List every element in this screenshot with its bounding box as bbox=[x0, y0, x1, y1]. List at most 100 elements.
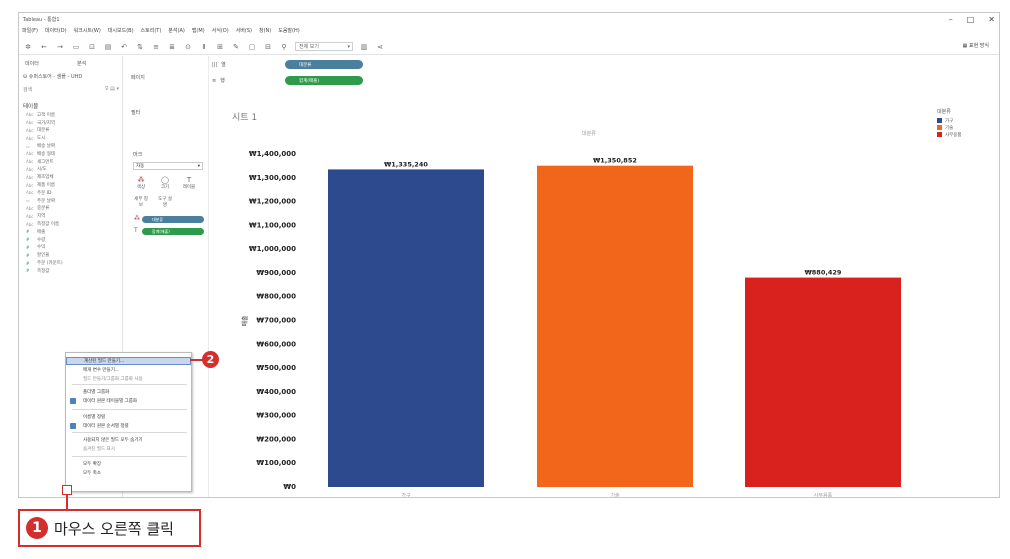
field-item[interactable]: # 매출 bbox=[23, 228, 121, 236]
color-legend: 대분류 가구 기술 사무용품 bbox=[937, 108, 987, 138]
bar[interactable] bbox=[328, 169, 484, 487]
context-menu-item[interactable]: 매개 변수 만들기... bbox=[66, 366, 191, 374]
fix-axes-icon[interactable]: ⊞ bbox=[217, 42, 223, 51]
context-menu-item[interactable]: 이름별 정렬 bbox=[66, 413, 191, 421]
field-name: 매출 bbox=[37, 229, 46, 235]
field-item[interactable]: Abc 지역 bbox=[23, 212, 121, 220]
rows-pill[interactable]: 합계(매출) bbox=[285, 76, 363, 85]
label-pill[interactable]: 합계(매출) bbox=[142, 228, 204, 235]
menu-item[interactable]: 서버(S) bbox=[235, 28, 252, 34]
fit-combo[interactable]: 전체 보기 ▾ bbox=[295, 42, 353, 51]
close-icon[interactable]: ✕ bbox=[988, 14, 995, 24]
menu-item[interactable]: 서식(O) bbox=[211, 28, 229, 34]
color-mark-button[interactable]: ⁂ 색상 bbox=[133, 176, 149, 190]
bar[interactable] bbox=[745, 277, 901, 487]
field-item[interactable]: Abc 배송 형태 bbox=[23, 150, 121, 158]
group-icon[interactable]: ⊙ bbox=[185, 42, 191, 51]
tooltip-icon[interactable]: ▢ bbox=[248, 42, 256, 51]
bar[interactable] bbox=[537, 165, 693, 488]
mark-type-select[interactable]: 자동 ▾ bbox=[133, 162, 203, 170]
field-item[interactable]: Abc 세그먼트 bbox=[23, 158, 121, 166]
field-item[interactable]: Abc 제품 이름 bbox=[23, 181, 121, 189]
tooltip-mark-button[interactable]: 도구 설명 bbox=[157, 196, 173, 208]
sort-asc-icon[interactable]: ≡ bbox=[153, 42, 159, 51]
filter-icon[interactable]: ⊽ ▤ ▾ bbox=[104, 86, 119, 92]
size-mark-button[interactable]: ◯ 크기 bbox=[157, 176, 173, 190]
analysis-tab[interactable]: 분석 bbox=[77, 61, 87, 67]
field-item[interactable]: Abc 시/도 bbox=[23, 166, 121, 174]
forward-icon[interactable]: → bbox=[57, 42, 63, 51]
data-tab[interactable]: 데이터 bbox=[25, 61, 39, 67]
menu-separator bbox=[72, 432, 187, 433]
menu-item[interactable]: 분석(A) bbox=[168, 28, 185, 34]
field-item[interactable]: ▭ 주문 날짜 bbox=[23, 197, 121, 205]
measure-icon: # bbox=[26, 244, 30, 250]
marks-card: 마크 자동 ▾ ⁂ 색상 ◯ 크기 T 레이블 세부 정보 도구 설명 ⁂ 대분류 T… bbox=[133, 149, 207, 261]
field-name: 수량 bbox=[37, 237, 46, 243]
highlight-icon[interactable]: ✎ bbox=[233, 42, 239, 51]
field-item[interactable]: ▭ 배송 날짜 bbox=[23, 142, 121, 150]
maximize-icon[interactable]: □ bbox=[966, 14, 975, 24]
minimize-icon[interactable]: – bbox=[948, 14, 953, 24]
field-item[interactable]: Abc 도시 bbox=[23, 134, 121, 142]
swap-icon[interactable]: ⇅ bbox=[137, 42, 143, 51]
context-menu-item[interactable]: 데이터 원본 순서별 정렬 bbox=[66, 422, 191, 430]
menu-item[interactable]: 파일(F) bbox=[22, 28, 38, 34]
menu-item[interactable]: 대시보드(B) bbox=[107, 28, 134, 34]
search-input[interactable]: 검색 bbox=[23, 87, 33, 93]
y-tick-label: ₩1,000,000 bbox=[249, 245, 296, 253]
context-menu-item[interactable]: 모두 축소 bbox=[66, 469, 191, 477]
context-menu-item[interactable]: 숨겨진 필드 표시 bbox=[66, 445, 191, 453]
table-group-title[interactable]: 테이블 bbox=[23, 104, 39, 110]
context-menu-item[interactable]: 폴더별 그룹화 bbox=[66, 388, 191, 396]
legend-item[interactable]: 가구 bbox=[937, 117, 987, 124]
fit-icon[interactable]: ⊟ bbox=[265, 42, 271, 51]
menu-item[interactable]: 맵(M) bbox=[191, 28, 205, 34]
pin-icon[interactable]: ⚲ bbox=[281, 42, 287, 51]
menu-item[interactable]: 데이터(D) bbox=[44, 28, 67, 34]
chart-icon[interactable]: ▥ bbox=[360, 42, 368, 51]
field-item[interactable]: Abc 대분류 bbox=[23, 127, 121, 135]
context-menu-item[interactable]: 사용되지 않은 필드 모두 숨기기 bbox=[66, 436, 191, 444]
undo-icon[interactable]: ↶ bbox=[121, 42, 127, 51]
callout-1-marker bbox=[62, 485, 72, 495]
share-icon[interactable]: ⋖ bbox=[377, 42, 383, 51]
field-item[interactable]: # 할인율 bbox=[23, 251, 121, 259]
sort-desc-icon[interactable]: ≣ bbox=[169, 42, 175, 51]
field-item[interactable]: Abc 주문 ID bbox=[23, 189, 121, 197]
menu-item[interactable]: 스토리(T) bbox=[140, 28, 162, 34]
context-menu-label: 모두 축소 bbox=[83, 470, 101, 476]
legend-item[interactable]: 기술 bbox=[937, 124, 987, 131]
field-item[interactable]: Abc 제조업체 bbox=[23, 173, 121, 181]
menu-item[interactable]: 워크시트(W) bbox=[73, 28, 101, 34]
label-icon[interactable]: Ⅱ bbox=[202, 42, 206, 51]
show-me-button[interactable]: ▦ 표현 방식 bbox=[963, 42, 989, 49]
field-item[interactable]: # 수량 bbox=[23, 236, 121, 244]
context-menu-item[interactable]: 데이터 원본 테이블별 그룹화 bbox=[66, 397, 191, 405]
field-name: 고객 이름 bbox=[37, 112, 55, 118]
field-item[interactable]: Abc 중분류 bbox=[23, 205, 121, 213]
menu-item[interactable]: 창(N) bbox=[258, 28, 272, 34]
add-datasource-icon[interactable]: ⊡ bbox=[89, 42, 95, 51]
label-mark-button[interactable]: T 레이블 bbox=[181, 176, 197, 190]
field-item[interactable]: # 주문 (카운트) bbox=[23, 259, 121, 267]
logo-icon[interactable]: ✲ bbox=[25, 42, 31, 51]
new-sheet-icon[interactable]: ▤ bbox=[104, 42, 112, 51]
field-item[interactable]: # 측정값 bbox=[23, 267, 121, 275]
back-icon[interactable]: ← bbox=[41, 42, 47, 51]
menu-item[interactable]: 도움말(H) bbox=[278, 28, 300, 34]
context-menu-item[interactable]: 계산된 필드 만들기... bbox=[66, 357, 191, 365]
field-item[interactable]: Abc 국가/지역 bbox=[23, 119, 121, 127]
field-item[interactable]: Abc 고객 이름 bbox=[23, 111, 121, 119]
rows-icon: ≡ bbox=[212, 77, 217, 84]
context-menu-item[interactable]: 필드 만들기/그룹화 그룹화 사용 bbox=[66, 375, 191, 383]
context-menu-item[interactable]: 모두 확장 bbox=[66, 460, 191, 468]
datasource-item[interactable]: ⛁ 슈퍼스토어 - 샘플 - UHD bbox=[23, 73, 82, 80]
save-icon[interactable]: ▭ bbox=[72, 42, 80, 51]
field-item[interactable]: Abc 측정값 이름 bbox=[23, 220, 121, 228]
legend-item[interactable]: 사무용품 bbox=[937, 131, 987, 138]
columns-pill[interactable]: 대분류 bbox=[285, 60, 363, 69]
detail-mark-button[interactable]: 세부 정보 bbox=[133, 196, 149, 208]
field-item[interactable]: # 수익 bbox=[23, 244, 121, 252]
color-pill[interactable]: 대분류 bbox=[142, 216, 204, 223]
